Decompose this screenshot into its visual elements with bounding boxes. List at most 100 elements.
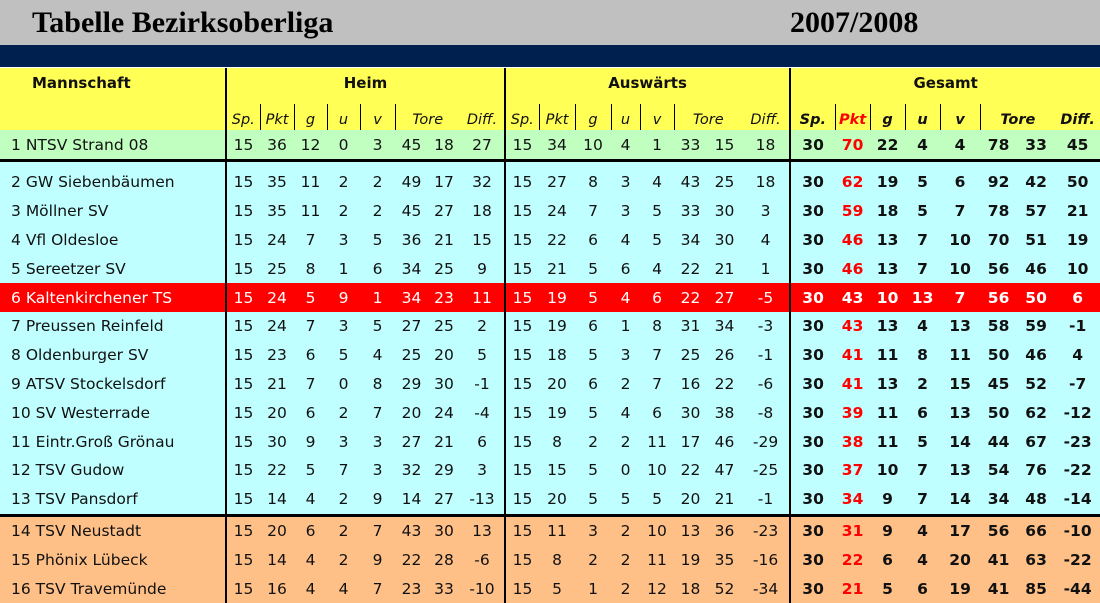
home-stat: 49 bbox=[401, 173, 422, 192]
home-stat: 33 bbox=[434, 579, 454, 598]
away-stat: 22 bbox=[680, 259, 701, 278]
away-stat: 2 bbox=[620, 374, 631, 393]
away-stat: 6 bbox=[620, 259, 631, 278]
away-stat: 8 bbox=[552, 550, 562, 569]
home-stat: 1 bbox=[372, 288, 383, 307]
away-stat: 15 bbox=[504, 168, 539, 197]
home-stat: 2 bbox=[338, 403, 349, 422]
total-stat: 6 bbox=[917, 579, 928, 598]
team-cell: 15 Phönix Lübeck bbox=[0, 545, 226, 574]
team-name: GW Siebenbäumen bbox=[25, 173, 175, 192]
away-stat: 22 bbox=[680, 288, 701, 307]
total-stat: 51 bbox=[1025, 230, 1047, 249]
rank: 6 bbox=[11, 288, 21, 307]
away-stat: 20 bbox=[547, 374, 567, 393]
total-stat: 13 bbox=[876, 230, 899, 249]
away-stat: 5 bbox=[620, 490, 631, 509]
title-bar: Tabelle Bezirksoberliga 2007/2008 bbox=[0, 0, 1100, 45]
away-stat: 3 bbox=[575, 513, 611, 546]
home-stat: 3 bbox=[338, 432, 349, 451]
team-cell: 11 Eintr.Groß Grönau bbox=[0, 427, 226, 456]
total-stat: 56 bbox=[980, 513, 1018, 546]
home-stat: 15 bbox=[225, 254, 260, 284]
home-stat: 8 bbox=[305, 259, 316, 278]
total-stat: -10 bbox=[1055, 513, 1100, 546]
header-away-col: Diff. bbox=[750, 112, 781, 128]
header-away: Auswärts bbox=[503, 68, 791, 104]
away-stat: 6 bbox=[588, 317, 598, 336]
total-stat: 41 bbox=[987, 579, 1010, 598]
total-stat: 30 bbox=[789, 225, 836, 255]
total-stat: 50 bbox=[1025, 288, 1047, 307]
total-stat: -7 bbox=[1069, 374, 1087, 393]
team-cell: 13 TSV Pansdorf bbox=[0, 485, 226, 515]
rank: 4 bbox=[11, 230, 21, 249]
away-stat: 0 bbox=[620, 461, 631, 480]
total-stat: 7 bbox=[917, 259, 928, 278]
home-stat: 25 bbox=[434, 317, 454, 336]
away-stat: 1 bbox=[640, 130, 674, 162]
away-stat: 22 bbox=[547, 230, 567, 249]
total-stat: 34 bbox=[841, 490, 864, 509]
home-stat: 15 bbox=[225, 455, 260, 485]
team-cell: 14 TSV Neustadt bbox=[0, 513, 226, 546]
total-stat: 42 bbox=[1025, 173, 1047, 192]
header-total: Gesamt bbox=[789, 68, 1100, 104]
home-stat: 32 bbox=[401, 461, 422, 480]
home-stat: 22 bbox=[401, 550, 422, 569]
away-stat: 36 bbox=[707, 513, 742, 546]
home-stat: 2 bbox=[477, 317, 487, 336]
home-stat: 15 bbox=[472, 230, 492, 249]
total-stat: 14 bbox=[949, 490, 971, 509]
away-stat: 15 bbox=[504, 254, 539, 284]
rank: 7 bbox=[11, 317, 21, 336]
total-stat: 11 bbox=[876, 346, 899, 365]
away-stat: 2 bbox=[588, 432, 598, 451]
page-title: Tabelle Bezirksoberliga bbox=[32, 6, 334, 39]
away-stat: -29 bbox=[752, 432, 779, 451]
rank: 1 bbox=[11, 135, 21, 154]
total-stat: 54 bbox=[987, 461, 1010, 480]
total-stat: 5 bbox=[917, 173, 928, 192]
away-stat: -1 bbox=[757, 490, 774, 509]
home-stat: 18 bbox=[428, 130, 460, 162]
home-stat: 2 bbox=[372, 173, 383, 192]
home-stat: 28 bbox=[434, 550, 454, 569]
home-stat: 6 bbox=[372, 259, 383, 278]
away-stat: 34 bbox=[714, 317, 735, 336]
home-stat: -6 bbox=[474, 550, 490, 569]
away-stat: 34 bbox=[680, 230, 701, 249]
total-stat: 30 bbox=[789, 513, 836, 546]
away-stat: 30 bbox=[714, 202, 735, 221]
away-stat: 25 bbox=[714, 173, 735, 192]
home-stat: 15 bbox=[225, 283, 260, 312]
away-stat: 21 bbox=[714, 490, 735, 509]
away-stat: 31 bbox=[680, 317, 701, 336]
home-stat: 5 bbox=[338, 346, 349, 365]
rank: 16 bbox=[11, 579, 31, 598]
home-stat: 14 bbox=[267, 550, 287, 569]
home-stat: 5 bbox=[372, 317, 383, 336]
total-stat: 22 bbox=[870, 130, 906, 162]
away-stat: -23 bbox=[742, 513, 791, 546]
total-stat: 4 bbox=[917, 550, 928, 569]
home-stat: 24 bbox=[434, 403, 454, 422]
home-stat: 0 bbox=[338, 374, 349, 393]
header-total-col: Sp. bbox=[789, 104, 836, 130]
team-cell: 5 Sereetzer SV bbox=[0, 254, 226, 283]
away-stat: 19 bbox=[547, 288, 567, 307]
team-name: Preussen Reinfeld bbox=[25, 317, 164, 336]
away-stat: -34 bbox=[752, 579, 779, 598]
total-stat: 11 bbox=[949, 346, 971, 365]
header-away-col: Pkt bbox=[538, 104, 575, 130]
home-stat: 11 bbox=[300, 202, 321, 221]
away-stat: -3 bbox=[757, 317, 774, 336]
home-stat: 20 bbox=[401, 403, 422, 422]
away-stat: 15 bbox=[547, 461, 567, 480]
away-stat: 30 bbox=[714, 230, 735, 249]
away-stat: 33 bbox=[680, 202, 701, 221]
home-stat: -10 bbox=[469, 579, 495, 598]
total-stat: -44 bbox=[1063, 579, 1092, 598]
away-stat: 11 bbox=[539, 513, 575, 546]
away-stat: 15 bbox=[504, 283, 539, 312]
